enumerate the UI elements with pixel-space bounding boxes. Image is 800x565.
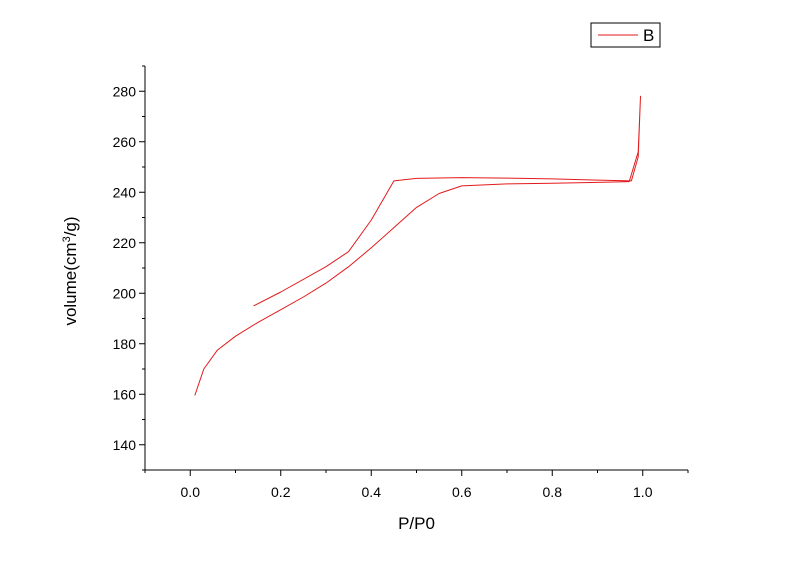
x-tick-label-0.6: 0.6 <box>452 484 472 500</box>
y-axis-title: volume(cm3/g) <box>61 216 80 325</box>
y-tick-label-200: 200 <box>113 285 137 301</box>
y-tick-label-160: 160 <box>113 386 137 402</box>
series-line-b <box>194 95 641 396</box>
x-ticks: 0.0 0.2 0.4 0.6 0.8 1.0 <box>144 470 689 500</box>
x-tick-label-0.2: 0.2 <box>271 484 291 500</box>
y-axis-title-main: volume(cm <box>61 242 80 325</box>
legend: B <box>590 22 661 48</box>
y-ticks: 140 160 180 200 220 240 260 280 <box>113 65 145 471</box>
y-tick-label-260: 260 <box>113 134 137 150</box>
y-tick-label-140: 140 <box>113 437 137 453</box>
x-axis-title: P/P0 <box>398 514 435 533</box>
x-tick-label-1.0: 1.0 <box>633 484 653 500</box>
x-tick-label-0.0: 0.0 <box>181 484 201 500</box>
series-layer <box>194 95 641 396</box>
x-tick-label-0.8: 0.8 <box>543 484 563 500</box>
y-tick-label-240: 240 <box>113 184 137 200</box>
y-axis-title-tail: /g) <box>61 216 80 236</box>
x-tick-label-0.4: 0.4 <box>362 484 382 500</box>
y-axis-title-superscript: 3 <box>61 236 73 242</box>
legend-label-b: B <box>643 26 654 45</box>
axes <box>144 66 688 471</box>
y-tick-label-220: 220 <box>113 235 137 251</box>
y-tick-label-280: 280 <box>113 83 137 99</box>
y-tick-label-180: 180 <box>113 336 137 352</box>
